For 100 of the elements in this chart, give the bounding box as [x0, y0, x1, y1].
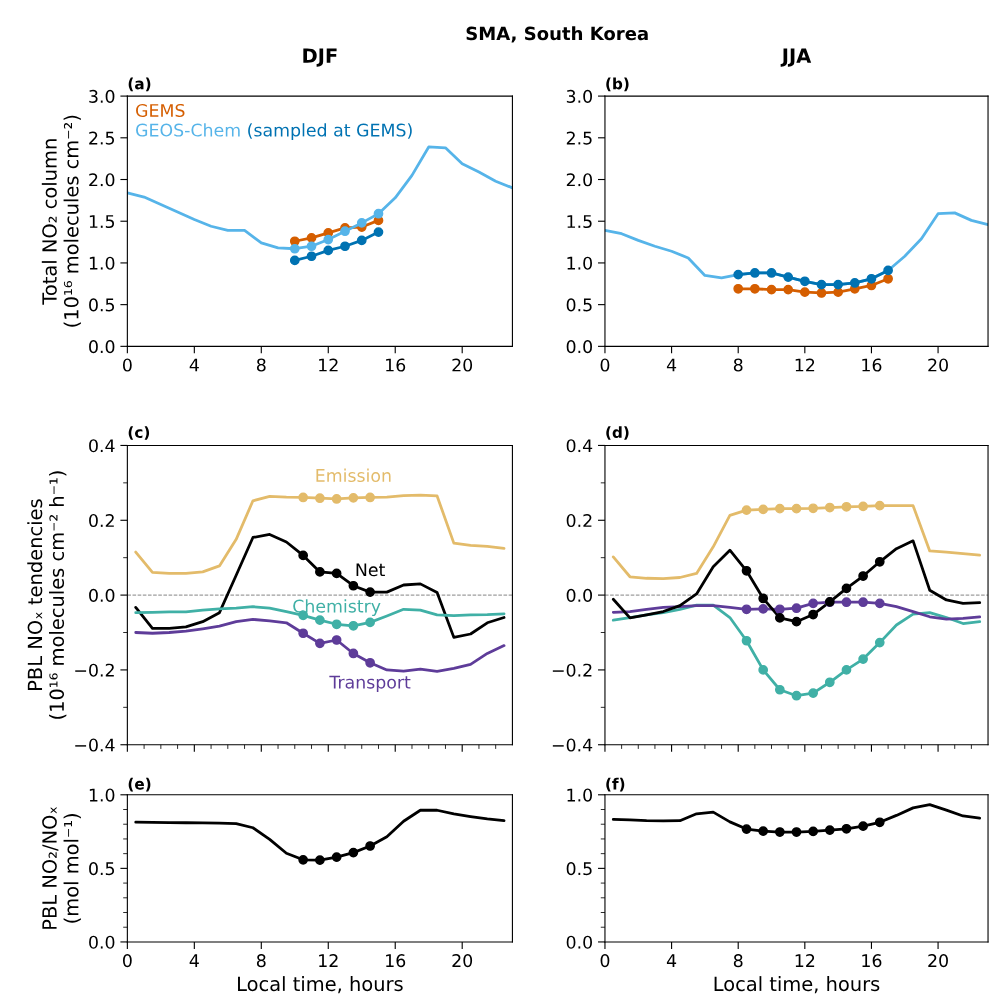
point [858, 597, 868, 608]
point [741, 505, 752, 516]
x-tick-label: 4 [189, 954, 199, 967]
series-label: Chemistry [293, 599, 381, 617]
point [841, 597, 852, 608]
point [733, 283, 744, 294]
point [874, 817, 885, 828]
point [373, 227, 384, 237]
y-tick-label: 1.0 [567, 256, 592, 270]
y-tick-label: 0.0 [89, 935, 115, 949]
y-tick-label: 0.2 [566, 513, 592, 528]
y-tick-label: 0.0 [566, 935, 592, 949]
x-tick-label: 0 [122, 358, 132, 372]
point [808, 688, 819, 698]
point [783, 284, 794, 295]
text: GEMS [136, 103, 185, 118]
y-tick-label: 0.0 [566, 340, 592, 354]
point [766, 268, 777, 278]
point [331, 619, 342, 630]
point [858, 571, 868, 581]
text: (d) [606, 426, 629, 440]
point [758, 826, 769, 837]
point [741, 824, 752, 834]
point [298, 854, 309, 865]
chart-title: DJF [303, 48, 337, 67]
point [858, 654, 868, 664]
point [866, 273, 877, 284]
point [373, 208, 384, 219]
point [758, 604, 769, 614]
point [816, 288, 827, 298]
x-tick-label: 8 [733, 954, 743, 968]
point [298, 628, 309, 639]
x-tick-label: 16 [386, 954, 406, 968]
point [758, 593, 769, 604]
point [331, 852, 342, 863]
y-tick-label: 2.5 [89, 131, 115, 145]
point [306, 241, 317, 252]
x-tick-label: 12 [795, 358, 815, 372]
point [315, 615, 325, 626]
x-tick-label: 20 [452, 954, 473, 968]
y-axis-title: Total NO₂ column (10¹⁶ molecules cm⁻²) [41, 115, 81, 327]
point [348, 580, 359, 591]
line-series [134, 493, 506, 575]
point [774, 604, 785, 615]
y-tick-label: −0.2 [552, 663, 592, 677]
y-tick-label: 1.0 [89, 256, 115, 270]
chart-title: JJA [780, 48, 812, 67]
line-series [134, 533, 506, 639]
point [348, 847, 359, 858]
text: SMA, South Korea [466, 26, 648, 43]
point [289, 255, 300, 266]
x-tick-label: 4 [666, 358, 677, 372]
point [758, 504, 769, 515]
y-tick-label: 0.5 [89, 298, 115, 312]
point [791, 827, 802, 837]
y-tick-label: 0.0 [89, 340, 115, 354]
point [340, 241, 350, 252]
point [749, 268, 760, 278]
point [365, 617, 375, 628]
point [365, 587, 375, 597]
point [331, 568, 342, 579]
point [874, 500, 885, 511]
point [749, 283, 760, 294]
point [791, 690, 802, 701]
point [766, 284, 777, 295]
point [348, 648, 359, 659]
point [858, 821, 868, 831]
point [340, 226, 350, 237]
x-tick-label: 20 [928, 954, 948, 968]
point [741, 604, 752, 615]
point [808, 503, 819, 514]
point [365, 492, 375, 503]
x-tick-label: 0 [600, 358, 610, 372]
x-tick-label: 4 [189, 358, 199, 372]
x-tick-label: 0 [122, 954, 132, 968]
point [816, 279, 827, 290]
series-label: Emission [316, 468, 391, 483]
point [356, 218, 367, 228]
y-tick-label: 2.5 [566, 131, 592, 145]
point [315, 493, 325, 504]
point [758, 665, 769, 675]
point [783, 272, 794, 282]
point [306, 233, 317, 243]
line-series [134, 618, 506, 673]
point [306, 251, 317, 262]
point [824, 677, 835, 688]
point [774, 684, 785, 695]
point [323, 234, 334, 245]
x-axis-title: Local time, hours [714, 976, 880, 994]
point [858, 501, 868, 512]
y-tick-label: 0.5 [566, 298, 592, 312]
y-tick-label: −0.4 [552, 738, 593, 752]
text: (f) [606, 777, 625, 792]
y-axis-title: PBL NOₓ tendencies (10¹⁶ molecules cm⁻² h⁻¹) [27, 471, 67, 719]
y-tick-label: 1.5 [89, 215, 115, 229]
point [331, 494, 342, 504]
y-tick-label: 1.0 [567, 788, 592, 802]
text: GEOS-Chem [136, 123, 240, 137]
point [741, 635, 752, 646]
point [808, 826, 819, 837]
